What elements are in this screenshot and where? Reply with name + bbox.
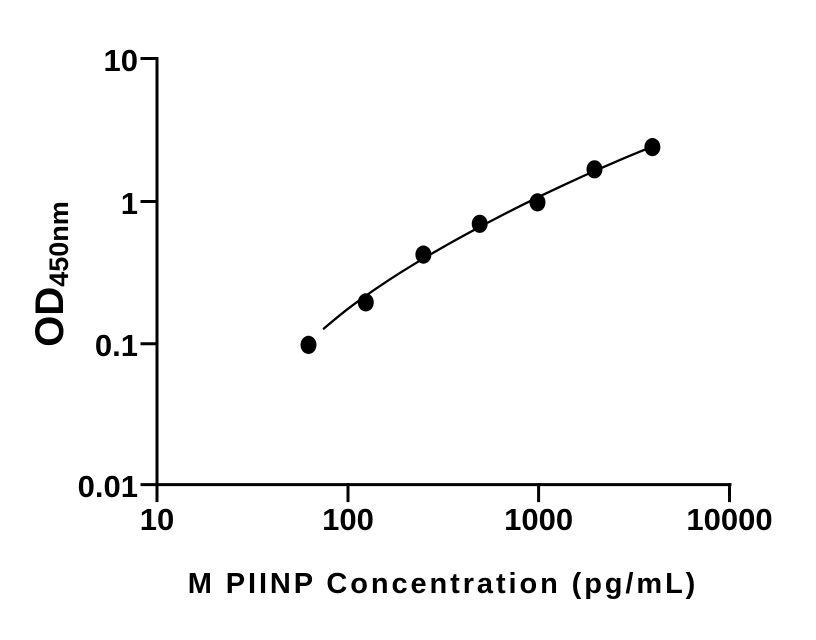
svg-text:1000: 1000 bbox=[504, 502, 573, 537]
svg-text:1: 1 bbox=[121, 186, 138, 221]
svg-text:0.01: 0.01 bbox=[78, 469, 138, 504]
svg-text:10: 10 bbox=[140, 502, 174, 537]
svg-text:10000: 10000 bbox=[686, 502, 772, 537]
svg-text:M PIINP Concentration (pg/mL): M PIINP Concentration (pg/mL) bbox=[188, 568, 699, 600]
svg-text:100: 100 bbox=[322, 502, 374, 537]
svg-text:10: 10 bbox=[104, 43, 138, 78]
svg-text:OD450nm: OD450nm bbox=[28, 201, 74, 347]
svg-text:0.1: 0.1 bbox=[95, 328, 138, 363]
